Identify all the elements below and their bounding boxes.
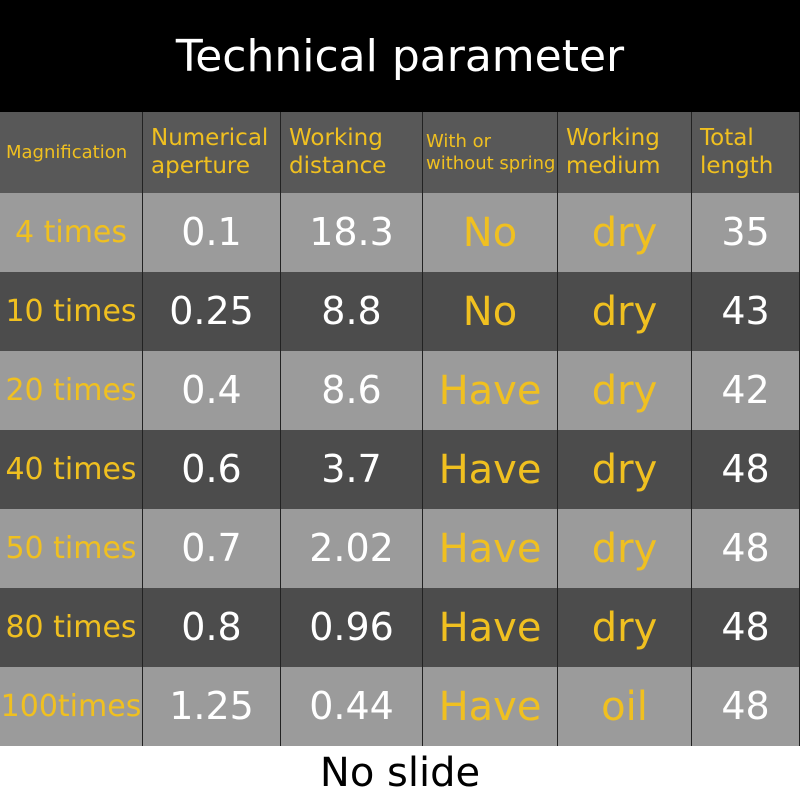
table-cell: No — [423, 272, 558, 351]
table-cell: 50 times — [0, 509, 143, 588]
table-cell: dry — [558, 272, 692, 351]
table-cell: 0.4 — [143, 351, 281, 430]
table-cell: Have — [423, 588, 558, 667]
table-cell: dry — [558, 430, 692, 509]
table-cell: 48 — [692, 588, 800, 667]
header-cell: Numerical aperture — [143, 112, 281, 193]
table-cell: 10 times — [0, 272, 143, 351]
table-cell: Have — [423, 509, 558, 588]
table-cell: 0.96 — [281, 588, 423, 667]
table-cell: 40 times — [0, 430, 143, 509]
table-cell: Have — [423, 667, 558, 746]
table-cell: dry — [558, 588, 692, 667]
table-cell: 3.7 — [281, 430, 423, 509]
table-cell: 100times — [0, 667, 143, 746]
footer-note: No slide — [319, 749, 481, 796]
table-cell: oil — [558, 667, 692, 746]
table-cell: 0.44 — [281, 667, 423, 746]
table-cell: 2.02 — [281, 509, 423, 588]
table-cell: Have — [423, 351, 558, 430]
table-cell: 8.8 — [281, 272, 423, 351]
table-cell: 1.25 — [143, 667, 281, 746]
table-cell: 4 times — [0, 193, 143, 272]
table-cell: dry — [558, 351, 692, 430]
table-cell: 0.6 — [143, 430, 281, 509]
table-cell: 8.6 — [281, 351, 423, 430]
table-cell: 0.25 — [143, 272, 281, 351]
table-cell: No — [423, 193, 558, 272]
table-cell: 18.3 — [281, 193, 423, 272]
table-cell: 0.1 — [143, 193, 281, 272]
table-cell: 35 — [692, 193, 800, 272]
header-cell: Total length — [692, 112, 800, 193]
table-cell: 48 — [692, 667, 800, 746]
table-cell: 0.7 — [143, 509, 281, 588]
title: Technical parameter — [0, 0, 800, 112]
table-cell: 43 — [692, 272, 800, 351]
table-cell: dry — [558, 193, 692, 272]
header-cell: Working medium — [558, 112, 692, 193]
table-cell: 20 times — [0, 351, 143, 430]
table-cell: 0.8 — [143, 588, 281, 667]
table-cell: Have — [423, 430, 558, 509]
header-cell: Working distance — [281, 112, 423, 193]
table-cell: dry — [558, 509, 692, 588]
header-cell: Magnification — [0, 112, 143, 193]
table-cell: 48 — [692, 509, 800, 588]
table-cell: 42 — [692, 351, 800, 430]
spec-table: Magnification Numerical aperture Working d… — [0, 112, 800, 746]
header-cell: With or without spring — [423, 112, 558, 193]
table-cell: 48 — [692, 430, 800, 509]
table-cell: 80 times — [0, 588, 143, 667]
